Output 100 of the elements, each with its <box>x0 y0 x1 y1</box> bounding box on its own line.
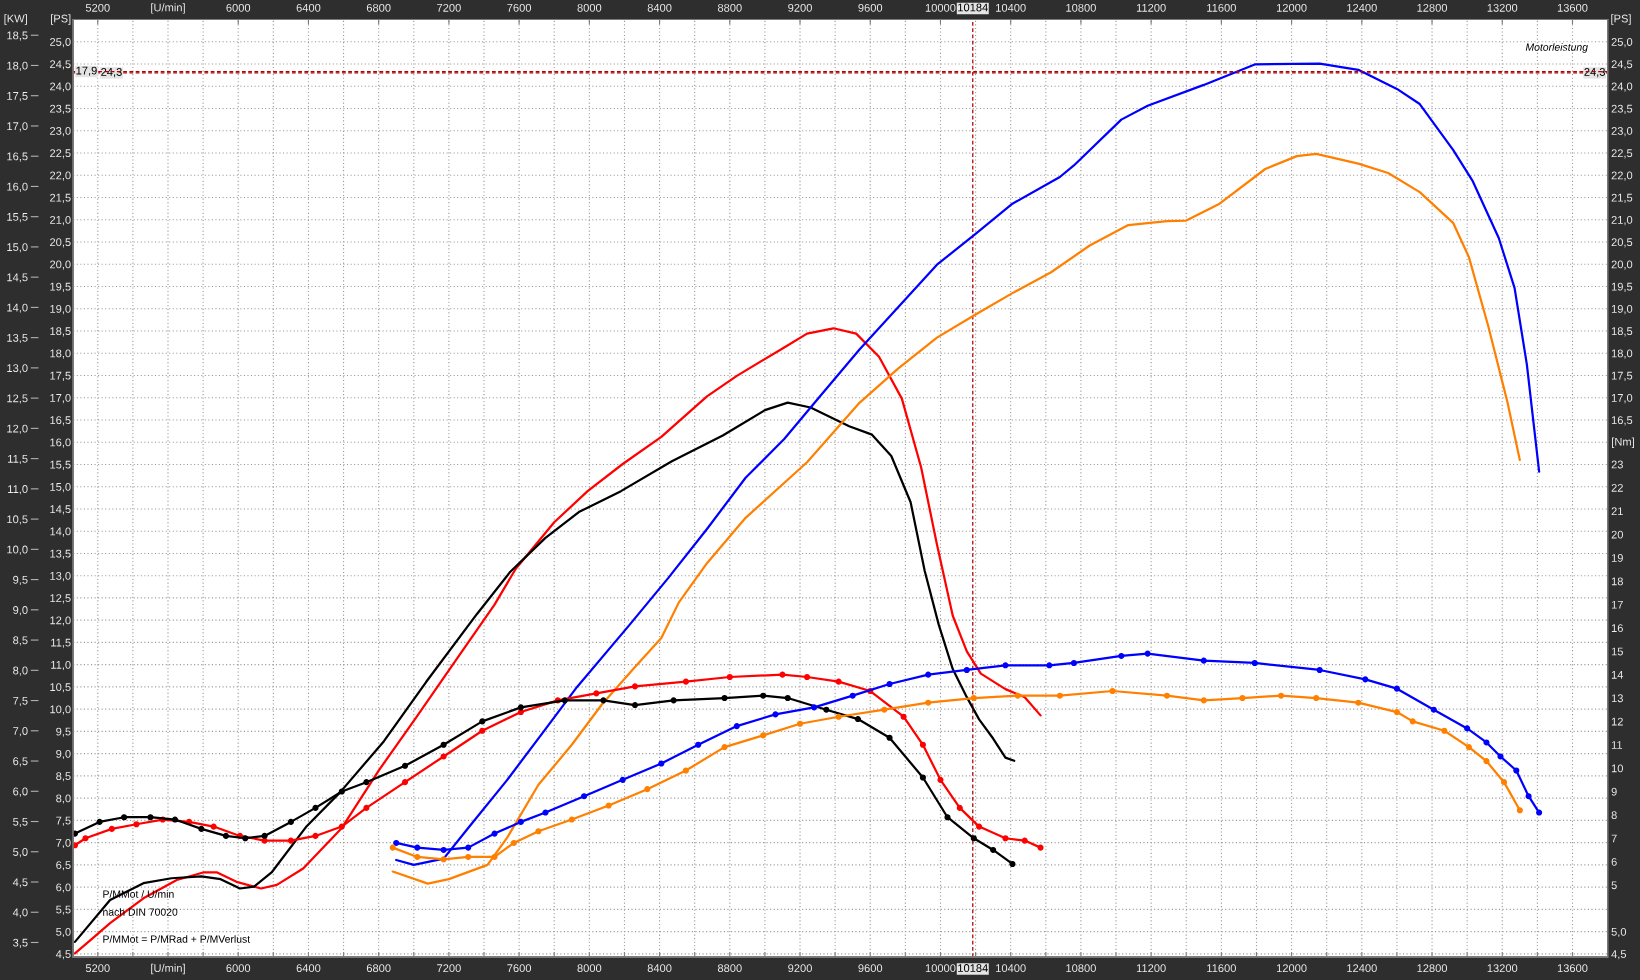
ref-line-label: 17,9 <box>76 66 97 76</box>
y-tick-label: 17,5 <box>50 371 71 381</box>
x-tick-label: 10800 <box>1066 964 1096 973</box>
x-tick-label: 6800 <box>366 964 391 973</box>
y2-tick-label: 8 <box>1611 811 1617 820</box>
y-tick-label: 9,0 <box>56 749 71 760</box>
x-tick-label: 6000 <box>226 964 251 973</box>
y-tick-label: 6,5 <box>56 861 71 871</box>
y2-tick-label: 7 <box>1611 834 1617 843</box>
y3-tick-label: 14,5 <box>7 273 28 283</box>
x2-tick-label: 12000 <box>1276 3 1307 12</box>
x-tick-label: 11600 <box>1207 964 1236 973</box>
y-tick-label: 7,0 <box>56 838 71 849</box>
y3-tick-label: 4,0 <box>12 908 28 918</box>
y-tick-label: 4,5 <box>55 950 71 960</box>
x2-tick-label: 7200 <box>437 3 461 12</box>
y3-tick-label: 5,5 <box>13 817 28 827</box>
x-tick-label: 13200 <box>1487 964 1518 973</box>
x2-axis-title: [U/min] <box>151 3 185 14</box>
y2-tick-label: 18 <box>1611 577 1623 586</box>
x2-tick-label: 8400 <box>647 3 672 12</box>
text: 19,5 <box>1611 282 1633 292</box>
x-tick-label: 11200 <box>1136 964 1166 973</box>
x2-tick-label: 9200 <box>788 3 812 12</box>
y-tick-label: 15,0 <box>50 482 71 493</box>
y2-tick-label: 17 <box>1611 600 1623 609</box>
x-tick-label: 13600 <box>1557 964 1588 973</box>
text: 20,0 <box>1611 260 1633 270</box>
y3-tick-label: 15,0 <box>7 243 28 253</box>
text: 20,5 <box>1611 238 1633 248</box>
y3-tick-label: 7,0 <box>13 727 28 737</box>
x2-tick-label: 12800 <box>1417 3 1448 12</box>
y-tick-label: 24,0 <box>50 82 71 92</box>
x-tick-label: 9600 <box>858 964 883 973</box>
x-tick-label: 7200 <box>437 964 461 973</box>
y-tick-label: 17,0 <box>50 393 71 404</box>
x-tick-label: 7600 <box>507 964 532 973</box>
y2-tick-label: 15 <box>1611 647 1623 656</box>
y-tick-label: 11,0 <box>51 660 71 671</box>
y3-tick-label: 13,5 <box>7 333 28 344</box>
text: 22,5 <box>1611 149 1633 159</box>
y-tick-label: 18,5 <box>50 327 71 337</box>
y3-tick-label: 17,5 <box>7 92 28 102</box>
y3-tick-label: 11,5 <box>8 454 28 465</box>
y3-tick-label: 15,5 <box>7 213 28 223</box>
y-tick-label: 25,0 <box>50 38 71 48</box>
y-tick-label: 7,5 <box>56 816 71 826</box>
y-tick-label: 22,0 <box>50 171 71 181</box>
y3-tick-label: 12,5 <box>7 394 28 404</box>
y3-tick-label: 7,5 <box>13 696 28 706</box>
y3-tick-label: 9,0 <box>13 606 28 616</box>
text: 4,5 <box>1611 950 1627 960</box>
text: 24,3 <box>1584 68 1605 78</box>
y-tick-label: 13,5 <box>50 549 71 559</box>
y-tick-label: 18,0 <box>50 349 71 359</box>
annotation: nach DIN 70020 <box>103 908 178 916</box>
y3-tick-label: 10,5 <box>7 515 28 525</box>
text: 19,0 <box>1611 304 1633 315</box>
x-tick-label: 8000 <box>577 964 602 973</box>
x-tick-label: 12400 <box>1347 964 1377 973</box>
y2-tick-label: 23 <box>1611 460 1623 469</box>
y3-tick-label: 9,5 <box>13 575 28 586</box>
y2-axis-title: [Nm] <box>1612 437 1634 448</box>
y-tick-label: 23,5 <box>50 104 71 114</box>
x2-tick-label: 7600 <box>507 3 532 12</box>
y3-tick-label: 11,0 <box>8 485 28 495</box>
y3-tick-label: 6,0 <box>13 787 28 797</box>
annotation: Motorleistung <box>1525 43 1588 53</box>
x-tick-label: 8400 <box>647 964 672 973</box>
y-tick-label: 9,5 <box>56 727 71 737</box>
y-tick-label: 22,5 <box>50 149 71 159</box>
x2-tick-label: 6000 <box>226 3 251 12</box>
y3-tick-label: 6,5 <box>13 757 28 767</box>
x-tick-label: 5200 <box>85 964 110 973</box>
x2-tick-label: 6400 <box>296 3 321 12</box>
y3-tick-label: 18,5 <box>7 31 28 41</box>
y2-tick-label: 22 <box>1611 483 1623 492</box>
x-tick-label: 6400 <box>296 964 321 973</box>
x2-tick-label: 10400 <box>996 3 1026 12</box>
y-tick-label: 13,0 <box>50 571 71 582</box>
x-tick-label: 8800 <box>717 964 742 973</box>
y-tick-label: 11,5 <box>51 638 71 648</box>
text: 18,0 <box>1611 349 1633 359</box>
text: 5,0 <box>1611 927 1627 938</box>
x2-tick-label: 13600 <box>1557 3 1588 12</box>
y3-tick-label: 16,5 <box>7 152 28 162</box>
x2-tick-label: 6800 <box>366 3 391 12</box>
y2-tick-label: 16 <box>1611 624 1623 633</box>
y3-tick-label: 10,0 <box>7 545 28 555</box>
text: 21,5 <box>1611 193 1633 203</box>
y3-tick-label: 13,0 <box>7 364 28 374</box>
y-tick-label: 15,5 <box>50 460 71 470</box>
text: 22,0 <box>1611 171 1633 181</box>
y-tick-label: 5,0 <box>56 927 71 938</box>
y2-tick-label: 12 <box>1611 717 1623 726</box>
y-tick-label: 24,5 <box>50 60 71 70</box>
text: 17,0 <box>1611 393 1633 404</box>
y-tick-label: 12,5 <box>50 594 71 604</box>
x2-tick-label: 5200 <box>85 3 110 12</box>
y-tick-label: 10,5 <box>50 683 71 693</box>
